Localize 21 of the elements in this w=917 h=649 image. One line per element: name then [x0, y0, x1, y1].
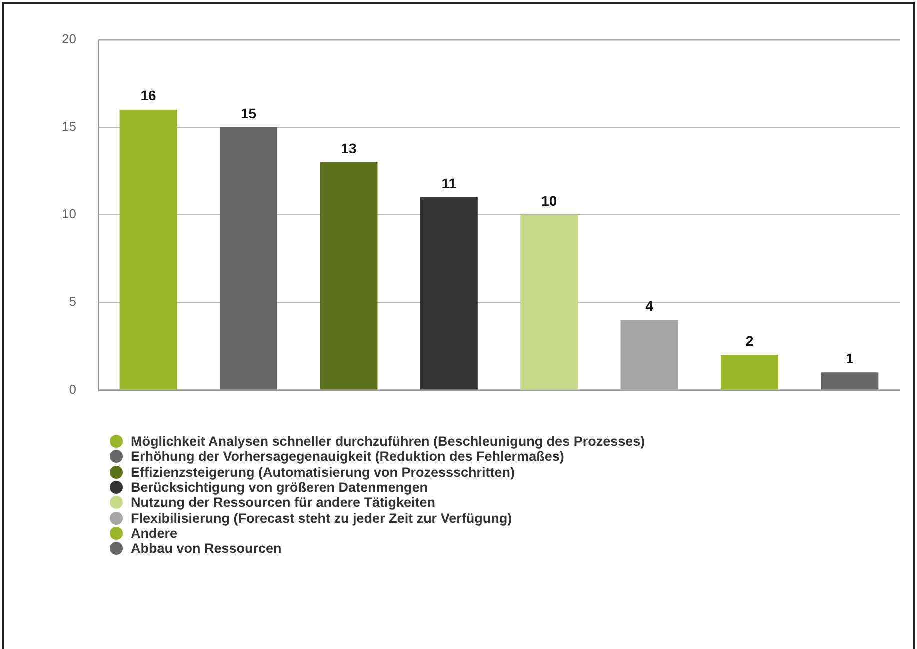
legend-label: Flexibilisierung (Forecast steht zu jeder Zeit zur Verfügung): [131, 510, 512, 526]
y-tick-label: 10: [62, 206, 76, 222]
data-label: 10: [542, 192, 558, 209]
legend-label: Berücksichtigung von größeren Datenmengen: [131, 480, 428, 496]
y-tick-label: 20: [62, 31, 76, 46]
data-label: 16: [140, 88, 157, 104]
data-label: 11: [442, 175, 457, 192]
legend-label: Andere: [131, 526, 178, 541]
legend-label: Nutzung der Ressourcen für andere Tätigkeiten: [131, 495, 436, 510]
data-label: 4: [646, 298, 654, 314]
y-tick-label: 5: [69, 294, 76, 310]
data-label: 1: [846, 350, 854, 367]
legend-label: Abbau von Ressourcen: [131, 541, 282, 556]
y-tick-label: 15: [62, 118, 76, 134]
data-label: 15: [240, 105, 257, 122]
data-label: 13: [341, 140, 357, 156]
legend-label: Möglichkeit Analysen schneller durchzuführen (Beschleunigung des Prozesses): [131, 434, 646, 450]
y-tick-label: 0: [69, 382, 76, 397]
data-label: 2: [746, 333, 754, 350]
legend-label: Effizienzsteigerung (Automatisierung von Prozessschritten): [131, 464, 516, 480]
legend-label: Erhöhung der Vorhersagegenauigkeit (Reduktion des Fehlermaßes): [131, 449, 564, 464]
